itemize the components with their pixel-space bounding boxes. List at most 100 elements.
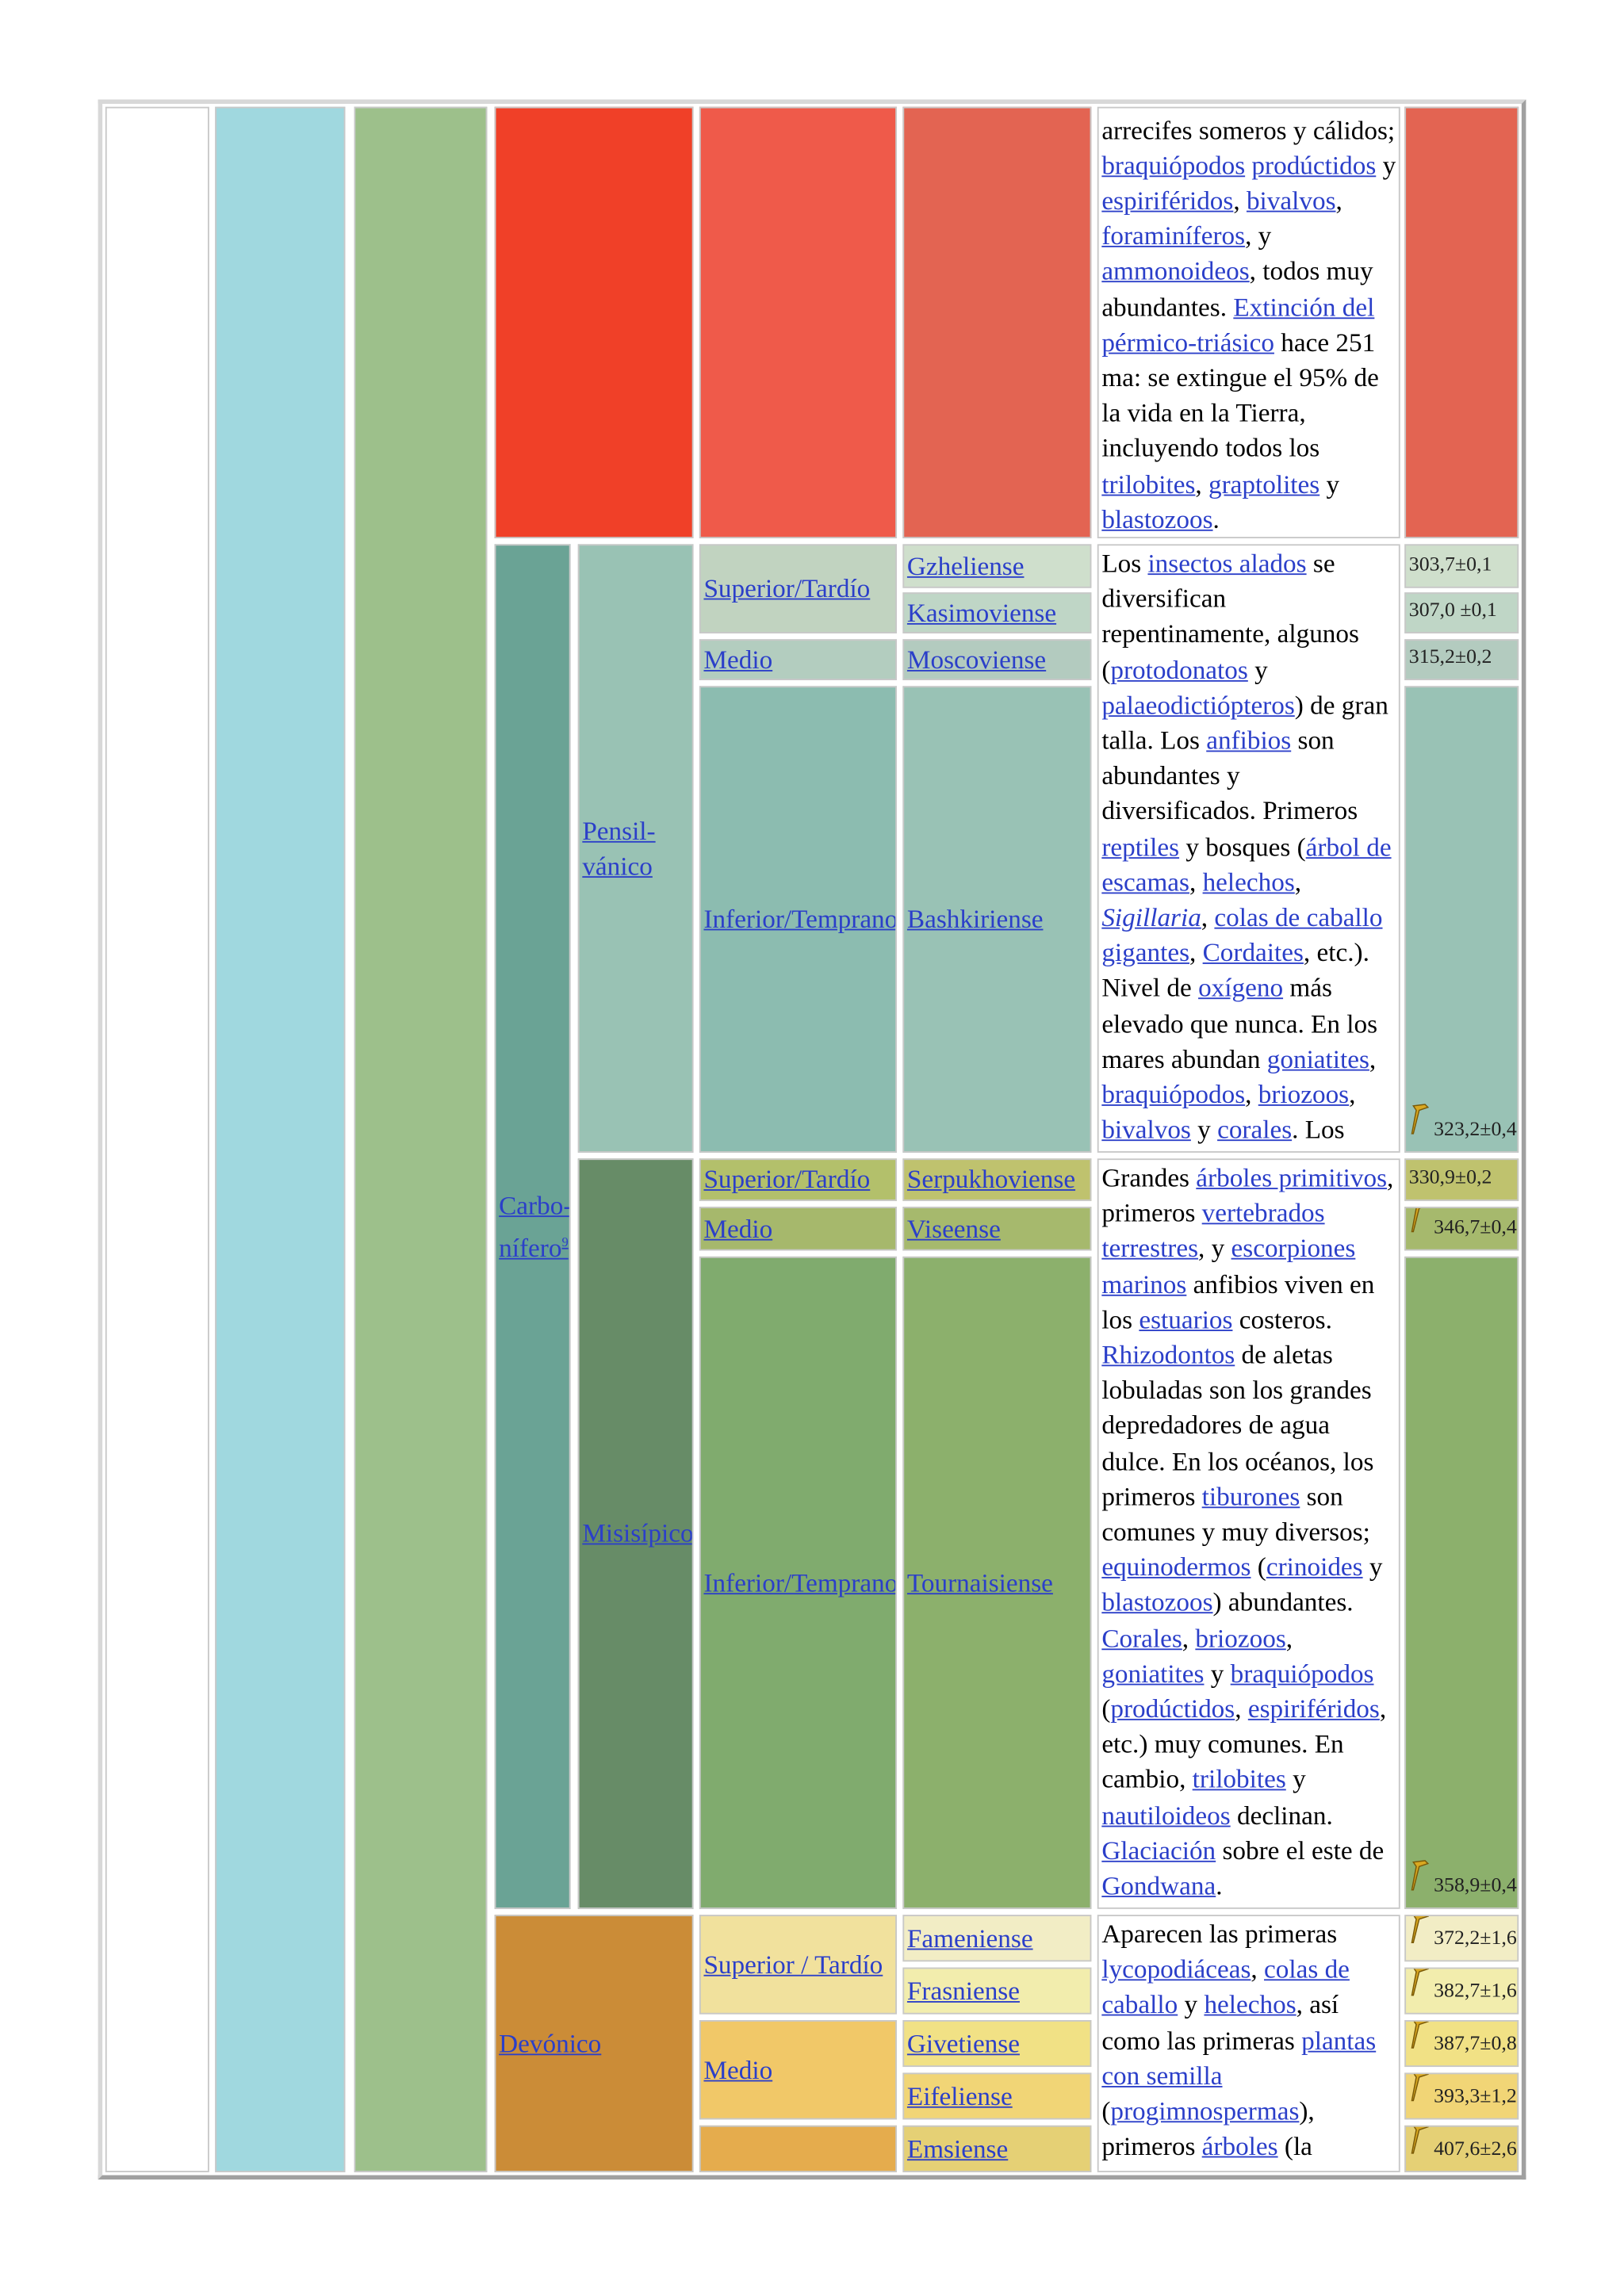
- cell-link[interactable]: Superior / Tardío: [703, 1950, 883, 1980]
- epoch: Superior / Tardío: [699, 1915, 898, 2015]
- link[interactable]: corales: [1217, 1115, 1293, 1145]
- link[interactable]: colas de caballo gigantes: [1101, 902, 1383, 968]
- link[interactable]: Rhizodontos: [1101, 1340, 1235, 1369]
- cell-link[interactable]: Inferior/Temprano: [703, 904, 898, 934]
- link[interactable]: blastozoos: [1101, 1587, 1213, 1617]
- cell-link[interactable]: Viseense: [906, 1214, 1001, 1244]
- link[interactable]: plantas con semilla: [1101, 2025, 1377, 2091]
- link[interactable]: espiriféridos: [1247, 1693, 1380, 1724]
- link[interactable]: Glaciación: [1101, 1835, 1216, 1866]
- link[interactable]: briozoos: [1258, 1079, 1350, 1109]
- cell-link[interactable]: Medio: [703, 2055, 773, 2084]
- link[interactable]: reptiles: [1101, 832, 1180, 862]
- cell-link[interactable]: Emsiense: [906, 2133, 1009, 2164]
- link[interactable]: prodúctidos: [1251, 150, 1377, 180]
- link[interactable]: tiburones: [1201, 1481, 1300, 1511]
- link[interactable]: goniatites: [1266, 1044, 1369, 1073]
- description: Los insectos alados se diversifican repe…: [1101, 545, 1396, 1151]
- link[interactable]: helechos: [1202, 867, 1295, 897]
- epoch: Medio: [699, 1207, 898, 1251]
- link[interactable]: vertebrados terrestres: [1101, 1198, 1325, 1264]
- link[interactable]: briozoos: [1195, 1623, 1286, 1653]
- link[interactable]: goniatites: [1101, 1658, 1205, 1688]
- date-label: 358,9±0,4: [1434, 1874, 1517, 1897]
- link[interactable]: colas de caballo: [1101, 1954, 1350, 2019]
- cell-link[interactable]: Superior/Tardío: [703, 573, 871, 603]
- link[interactable]: braquiópodos: [1101, 150, 1246, 180]
- link[interactable]: ammonoideos: [1101, 256, 1250, 286]
- footnote[interactable]: 9: [561, 1234, 569, 1249]
- cell-link[interactable]: Fameniense: [906, 1923, 1033, 1953]
- text: ,: [1294, 867, 1302, 897]
- link[interactable]: oxígeno: [1198, 973, 1284, 1003]
- cell-link[interactable]: Frasniense: [906, 1976, 1020, 2006]
- link[interactable]: lycopodiáceas: [1101, 1954, 1251, 1984]
- cell-link[interactable]: Medio: [703, 645, 773, 675]
- cell-link[interactable]: Superior/Tardío: [703, 1165, 871, 1195]
- date-cell: 372,2±1,6: [1404, 1915, 1519, 1962]
- cell-link[interactable]: Kasimoviense: [906, 598, 1057, 628]
- link[interactable]: Corales: [1101, 1623, 1182, 1653]
- link[interactable]: braquiópodos: [1230, 1658, 1374, 1688]
- cell-link[interactable]: Pensil- vánico: [582, 816, 656, 881]
- link[interactable]: trilobites: [1192, 1764, 1286, 1794]
- cell-link[interactable]: Medio: [703, 1214, 773, 1244]
- cell-link[interactable]: Givetiense: [906, 2028, 1020, 2058]
- link[interactable]: estuarios: [1139, 1304, 1233, 1334]
- link[interactable]: prodúctidos: [1110, 1693, 1235, 1724]
- cell-link[interactable]: Serpukhoviense: [906, 1165, 1076, 1195]
- link[interactable]: árboles: [1201, 2131, 1278, 2161]
- link[interactable]: braquiópodos: [1101, 1079, 1246, 1109]
- link[interactable]: trilobites: [1101, 469, 1196, 499]
- cell-link[interactable]: Carbo- nífero9: [499, 1191, 571, 1262]
- link[interactable]: Cordaites: [1202, 938, 1304, 968]
- link[interactable]: progimnospermas: [1110, 2095, 1300, 2126]
- cell-link[interactable]: Moscoviense: [906, 645, 1047, 675]
- text: [1245, 151, 1251, 180]
- link[interactable]: equinodermos: [1101, 1552, 1251, 1582]
- link[interactable]: anfibios: [1206, 725, 1292, 756]
- cell-link[interactable]: Gzheliense: [906, 551, 1025, 581]
- text: .: [1212, 504, 1220, 534]
- link[interactable]: Sigillaria: [1101, 902, 1201, 932]
- golden-spike: [1411, 2126, 1429, 2154]
- epoch: Inferior/Temprano: [699, 1256, 898, 1909]
- cell-link[interactable]: Eifeliense: [906, 2081, 1013, 2111]
- spike: [1409, 2126, 1433, 2168]
- link[interactable]: crinoides: [1266, 1552, 1363, 1582]
- link[interactable]: bivalvos: [1101, 1115, 1191, 1145]
- link[interactable]: Extinción del pérmico-triásico: [1101, 292, 1375, 357]
- cell-link[interactable]: Inferior/Temprano: [703, 1567, 898, 1598]
- link[interactable]: graptolites: [1208, 469, 1320, 499]
- link[interactable]: helechos: [1204, 1990, 1297, 2019]
- link[interactable]: foraminíferos: [1101, 220, 1246, 251]
- text: , así como las primeras: [1101, 1990, 1339, 2055]
- epoch: Superior/Tardío: [699, 1158, 898, 1201]
- cell-link[interactable]: Misisípico: [582, 1518, 694, 1548]
- text: ,: [1235, 1693, 1248, 1724]
- cell-link[interactable]: Tournaisiense: [906, 1567, 1053, 1598]
- cell-link[interactable]: Bashkiriense: [906, 904, 1044, 934]
- link[interactable]: protodonatos: [1110, 654, 1248, 684]
- period: [494, 106, 694, 538]
- link[interactable]: blastozoos: [1101, 504, 1213, 534]
- text: , y: [1245, 220, 1272, 251]
- link[interactable]: árbol de escamas: [1101, 832, 1392, 897]
- link[interactable]: escorpiones marinos: [1101, 1234, 1356, 1299]
- link[interactable]: insectos alados: [1147, 548, 1307, 578]
- cell-link[interactable]: Devónico: [499, 2028, 602, 2058]
- link[interactable]: Gondwana: [1101, 1870, 1216, 1900]
- link[interactable]: árboles primitivos: [1196, 1162, 1388, 1192]
- text: y: [1178, 1990, 1205, 2019]
- text-cell: arrecifes someros y cálidos; braquiópodo…: [1097, 106, 1400, 538]
- text: ,: [1245, 1079, 1258, 1109]
- link[interactable]: bivalvos: [1246, 186, 1336, 216]
- link[interactable]: nautiloideos: [1101, 1800, 1231, 1830]
- link[interactable]: foraminíferos: [1101, 1150, 1245, 1151]
- description: Aparecen las primeras lycopodiáceas, col…: [1101, 1916, 1396, 2164]
- text: Aparecen las primeras: [1101, 1919, 1338, 1949]
- text: Grandes: [1101, 1162, 1197, 1192]
- link[interactable]: espiriféridos: [1101, 186, 1234, 216]
- link[interactable]: palaeodictiópteros: [1101, 690, 1295, 720]
- golden-spike: [1411, 2074, 1429, 2101]
